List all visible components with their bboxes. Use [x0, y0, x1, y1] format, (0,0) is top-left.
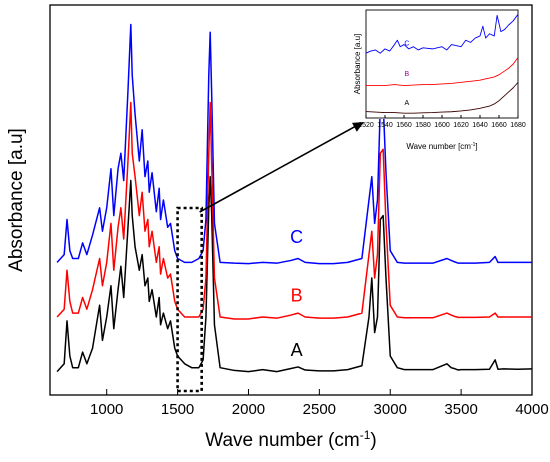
main-series-label-a: A — [291, 340, 303, 360]
main-traces — [56, 23, 533, 373]
main-x-tick-label: 2000 — [232, 401, 265, 418]
main-x-axis-title: Wave number (cm-1) — [205, 428, 377, 451]
inset-series-labels: C B A — [404, 41, 409, 107]
inset-x-tick-label: 1680 — [510, 122, 526, 129]
inset-traces — [365, 14, 519, 114]
main-x-tick-label: 2500 — [303, 401, 336, 418]
main-series-label-c: C — [290, 227, 303, 247]
inset-series-label-a: A — [405, 100, 410, 107]
inset-x-ticks: 1520 1540 1560 1580 1600 1620 1640 1660 1680 — [358, 115, 526, 129]
inset-background — [356, 7, 519, 119]
inset-x-tick-label: 1640 — [472, 122, 488, 129]
zoom-arrow-head — [352, 122, 364, 132]
highlight-region-box — [176, 206, 203, 393]
main-plot-frame — [49, 4, 533, 396]
main-x-tick-label: 3000 — [374, 401, 407, 418]
main-x-tick-label: 1000 — [90, 401, 123, 418]
main-x-tick-label: 4000 — [515, 401, 548, 418]
zoom-arrow — [199, 125, 357, 213]
inset-x-tick-label: 1600 — [434, 122, 450, 129]
inset-series-label-b: B — [405, 71, 410, 78]
inset-x-tick-label: 1560 — [396, 122, 412, 129]
main-series-label-b: B — [291, 285, 303, 305]
inset-x-tick-label: 1540 — [377, 122, 393, 129]
inset-x-tick-label: 1520 — [358, 122, 374, 129]
inset-x-tick-label: 1660 — [491, 122, 507, 129]
main-series-line-b — [56, 101, 532, 320]
inset-y-axis-title: Absorbance [a.u] — [353, 34, 362, 94]
inset-series-line-c — [365, 14, 519, 54]
main-x-ticks: 1000 1500 2000 2500 3000 3500 4000 — [90, 389, 549, 418]
main-y-axis-title: Absorbance [a.u] — [6, 128, 27, 272]
main-x-tick-label: 3500 — [444, 401, 477, 418]
main-series-labels: A B C — [290, 227, 303, 360]
inset-series-line-a — [365, 82, 519, 114]
inset-x-axis-title: Wave number [cm-1] — [406, 142, 477, 151]
inset-x-tick-label: 1580 — [415, 122, 431, 129]
inset-series-line-b — [366, 57, 519, 87]
main-series-line-a — [56, 175, 533, 373]
main-series-line-c — [56, 23, 532, 265]
inset-series-label-c: C — [404, 41, 409, 48]
inset-x-tick-label: 1620 — [453, 122, 469, 129]
main-x-tick-label: 1500 — [161, 401, 194, 418]
